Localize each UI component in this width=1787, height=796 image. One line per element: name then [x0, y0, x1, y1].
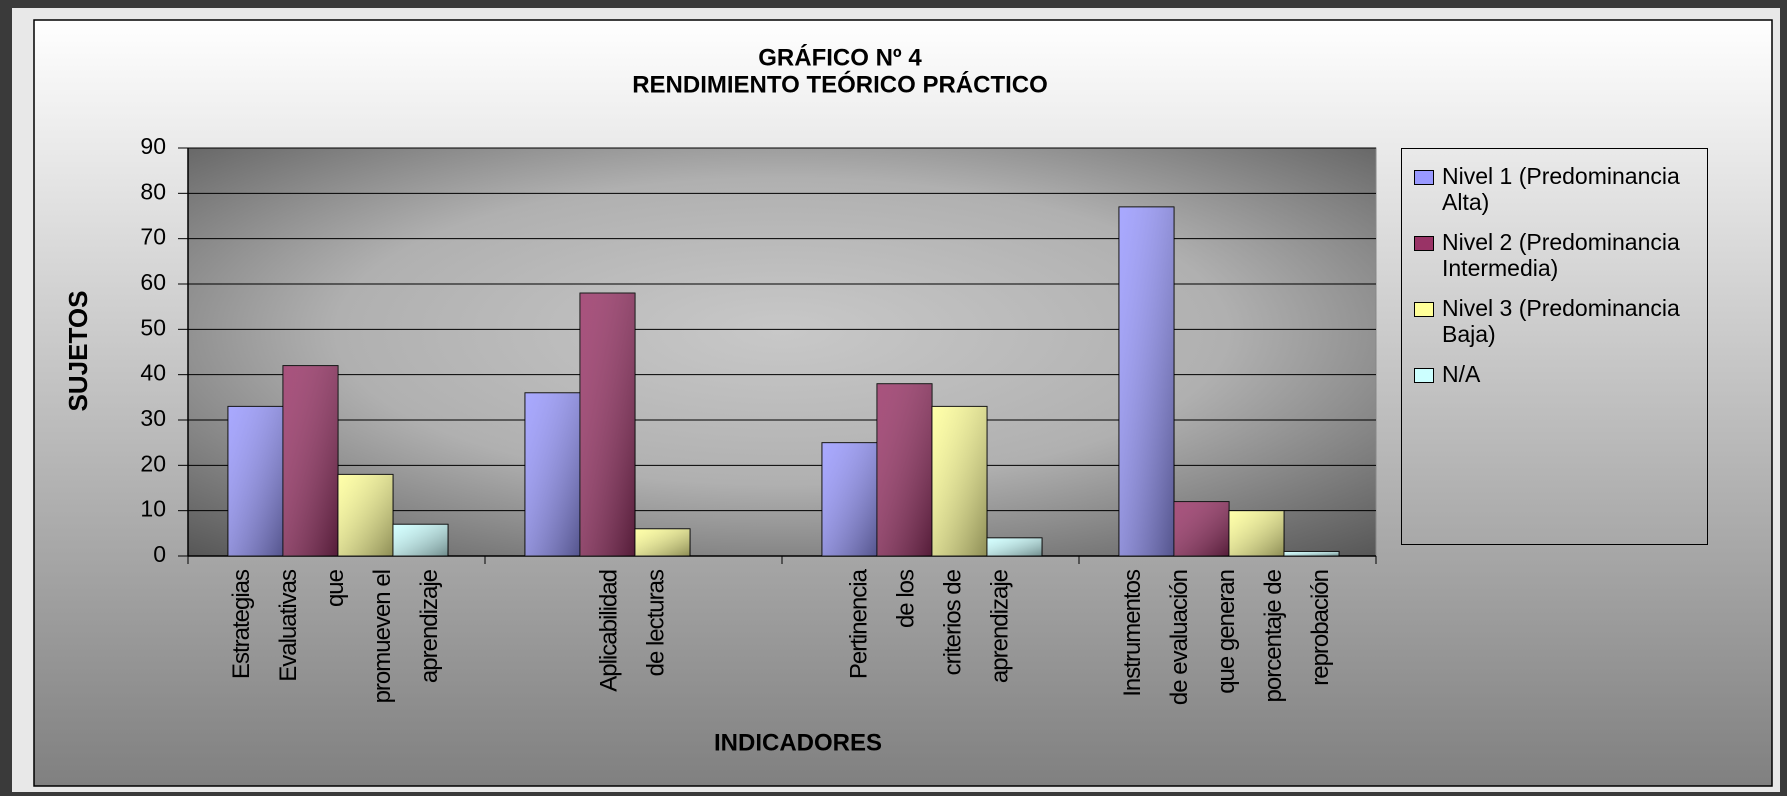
x-tick-label: aprendizaje — [416, 569, 443, 683]
x-tick-label: que — [322, 569, 349, 607]
bar-shade — [1284, 551, 1339, 556]
legend-item: N/A — [1410, 361, 1699, 387]
x-tick-label: de evaluación — [1166, 570, 1193, 705]
x-tick-label: de los — [892, 569, 919, 628]
bar-shade — [635, 528, 690, 556]
chart-title: RENDIMIENTO TEÓRICO PRÁCTICO — [632, 70, 1048, 98]
x-tick-label: porcentaje de — [1260, 569, 1287, 702]
y-tick-label: 50 — [140, 314, 166, 340]
legend-swatch — [1414, 236, 1434, 251]
bar-shade — [1174, 501, 1229, 556]
x-tick-label: reprobación — [1307, 570, 1334, 686]
legend-item: Nivel 3 (Predominancia Baja) — [1410, 295, 1699, 347]
legend-swatch — [1414, 368, 1434, 383]
legend-label: Nivel 1 (Predominancia Alta) — [1442, 163, 1680, 215]
bar-shade — [393, 524, 448, 556]
x-tick-label: de lecturas — [642, 569, 669, 676]
bar-shade — [877, 383, 932, 556]
bar-shade — [283, 365, 338, 556]
x-tick-label: Estrategias — [228, 569, 255, 679]
bar-shade — [580, 293, 635, 556]
y-tick-label: 20 — [140, 450, 166, 476]
y-tick-label: 10 — [140, 496, 166, 522]
y-tick-label: 60 — [140, 269, 166, 295]
y-tick-label: 0 — [153, 541, 166, 567]
legend-label: N/A — [1442, 361, 1481, 387]
bar-shade — [338, 474, 393, 556]
bar-shade — [228, 406, 283, 556]
x-axis-label: INDICADORES — [714, 729, 882, 756]
bar-shade — [822, 442, 877, 556]
x-tick-label: Instrumentos — [1119, 569, 1146, 697]
x-tick-label: promueven el — [369, 570, 396, 703]
legend-label: Nivel 2 (Predominancia Intermedia) — [1442, 229, 1680, 281]
x-tick-label: que generan — [1213, 570, 1240, 694]
legend-item: Nivel 2 (Predominancia Intermedia) — [1410, 229, 1699, 281]
x-tick-label: aprendizaje — [986, 569, 1013, 683]
x-tick-label: Evaluativas — [275, 569, 302, 682]
y-tick-label: 70 — [140, 224, 166, 250]
y-tick-label: 40 — [140, 360, 166, 386]
y-tick-label: 90 — [140, 133, 166, 159]
bar-shade — [1229, 510, 1284, 556]
legend-label: Nivel 3 (Predominancia Baja) — [1442, 295, 1680, 347]
bar-shade — [1119, 206, 1174, 556]
x-tick-label: criterios de — [939, 569, 966, 675]
legend-swatch — [1414, 302, 1434, 317]
bar-shade — [987, 537, 1042, 556]
legend-item: Nivel 1 (Predominancia Alta) — [1410, 163, 1699, 215]
bar-shade — [932, 406, 987, 556]
legend: Nivel 1 (Predominancia Alta) Nivel 2 (Pre… — [1401, 148, 1708, 545]
bar-shade — [525, 392, 580, 556]
y-axis-label: SUJETOS — [63, 291, 93, 412]
x-tick-label: Pertinencia — [845, 568, 872, 679]
chart-title: GRÁFICO Nº 4 — [758, 43, 922, 71]
y-tick-label: 30 — [140, 405, 166, 431]
legend-swatch — [1414, 170, 1434, 185]
y-tick-label: 80 — [140, 178, 166, 204]
x-tick-label: Aplicabilidad — [595, 570, 622, 692]
